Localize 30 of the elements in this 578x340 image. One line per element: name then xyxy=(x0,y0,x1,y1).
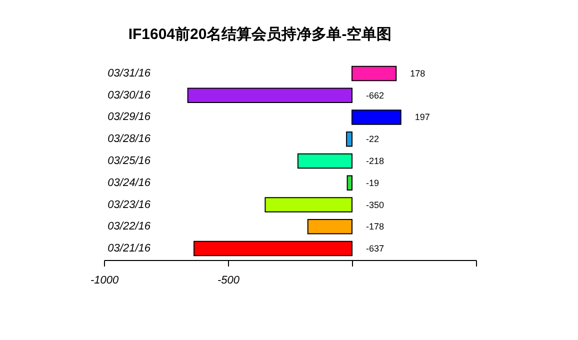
y-tick-label: 03/22/16 xyxy=(108,220,152,233)
bar xyxy=(352,66,397,82)
x-tick-label: -1000 xyxy=(90,274,120,286)
bar xyxy=(264,197,352,212)
bar xyxy=(346,132,352,147)
x-tick-label: -500 xyxy=(217,274,240,286)
y-tick-label: 03/23/16 xyxy=(108,198,152,211)
y-tick-label: 03/24/16 xyxy=(108,176,152,189)
bar xyxy=(346,175,352,190)
bar xyxy=(194,240,352,256)
bar xyxy=(307,219,352,234)
y-tick-label: 03/21/16 xyxy=(108,242,152,255)
data-label: -350 xyxy=(366,200,384,210)
y-tick-label: 03/28/16 xyxy=(108,133,152,146)
y-tick-label: 03/30/16 xyxy=(108,89,152,102)
data-label: -22 xyxy=(366,134,380,144)
y-tick-label: 03/29/16 xyxy=(108,111,152,124)
data-label: 178 xyxy=(410,68,426,78)
data-label: -19 xyxy=(366,178,380,188)
data-label: -637 xyxy=(366,244,384,254)
y-tick-label: 03/25/16 xyxy=(108,155,152,167)
bar xyxy=(187,88,352,103)
bar xyxy=(352,110,402,125)
data-label: 197 xyxy=(414,112,430,122)
data-label: -218 xyxy=(366,156,384,166)
chart-title: IF1604前20名结算会员持净多单-空单图 xyxy=(128,25,392,43)
bar xyxy=(297,153,352,169)
y-tick-label: 03/31/16 xyxy=(108,67,152,80)
data-label: -178 xyxy=(366,222,384,232)
data-label: -662 xyxy=(366,90,384,100)
